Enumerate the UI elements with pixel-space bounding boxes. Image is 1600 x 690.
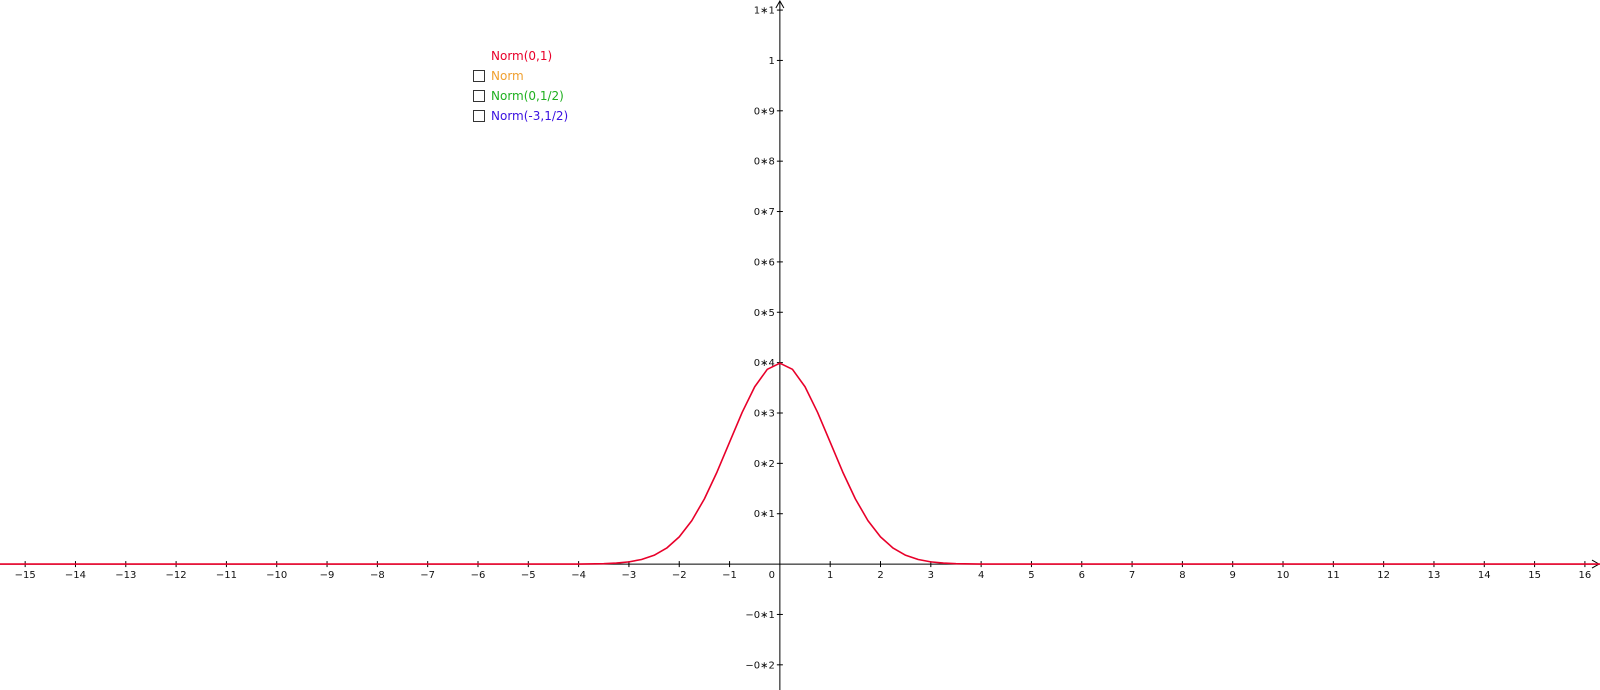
x-tick-label: −2 xyxy=(672,570,687,581)
x-tick-label: −14 xyxy=(65,570,86,581)
series-layer xyxy=(0,362,1600,565)
y-tick-label: 0∗8 xyxy=(754,157,775,168)
x-tick-label: 4 xyxy=(978,570,984,581)
x-tick-label: −9 xyxy=(320,570,335,581)
x-tick-label: 0 xyxy=(769,570,775,581)
y-axis-arrow xyxy=(775,0,785,9)
x-tick-label: −4 xyxy=(571,570,586,581)
y-tick-label: 0∗6 xyxy=(754,257,775,268)
x-tick-label: 13 xyxy=(1428,570,1441,581)
series-line-norm-0-1[interactable] xyxy=(0,362,1600,565)
norm-minus3-half-checkbox[interactable] xyxy=(473,110,485,122)
x-tick-label: −5 xyxy=(521,570,536,581)
y-tick-label: 0∗7 xyxy=(754,207,775,218)
x-tick-label: 15 xyxy=(1528,570,1541,581)
x-tick-label: 12 xyxy=(1377,570,1390,581)
x-tick-label: −15 xyxy=(15,570,36,581)
y-tick-label: 1 xyxy=(768,56,774,67)
x-tick-label: −6 xyxy=(471,570,486,581)
x-tick-label: −13 xyxy=(115,570,136,581)
x-tick-label: 7 xyxy=(1129,570,1135,581)
y-tick-label: 0∗3 xyxy=(754,408,775,419)
x-tick-label: −11 xyxy=(216,570,237,581)
y-tick-label: 0∗9 xyxy=(754,106,775,117)
y-tick-label: −0∗2 xyxy=(745,660,774,671)
y-tick-label: 1∗1 xyxy=(754,6,775,17)
x-tick-label: 3 xyxy=(928,570,934,581)
x-tick-label: −3 xyxy=(622,570,637,581)
legend-item-label: Norm(-3,1/2) xyxy=(491,109,569,123)
x-tick-label: −12 xyxy=(166,570,187,581)
x-tick-label: 5 xyxy=(1028,570,1034,581)
x-tick-label: 1 xyxy=(827,570,833,581)
y-axis-ticks: 1∗1 1 0∗9 0∗8 0∗7 0∗6 0∗5 0∗4 0∗3 0∗2 0∗1 −0∗1 −0∗2 xyxy=(745,6,783,671)
legend-item-label: Norm(0,1/2) xyxy=(491,89,564,103)
y-tick-label: 0∗4 xyxy=(754,358,775,369)
x-tick-label: −10 xyxy=(266,570,287,581)
x-tick-label: 10 xyxy=(1277,570,1290,581)
norm-checkbox[interactable] xyxy=(473,70,485,82)
x-tick-label: 8 xyxy=(1179,570,1185,581)
x-tick-label: −1 xyxy=(722,570,737,581)
x-tick-label: 16 xyxy=(1579,570,1592,581)
y-tick-label: 0∗5 xyxy=(754,308,775,319)
legend-title: Norm(0,1) xyxy=(491,49,553,63)
x-tick-label: −8 xyxy=(370,570,385,581)
legend-item-label: Norm xyxy=(491,69,524,83)
y-tick-label: −0∗1 xyxy=(745,610,774,621)
x-tick-label: 11 xyxy=(1327,570,1340,581)
y-tick-label: 0∗2 xyxy=(754,459,775,470)
y-tick-label: 0∗1 xyxy=(754,509,775,520)
x-tick-label: −7 xyxy=(420,570,435,581)
x-tick-label: 9 xyxy=(1230,570,1236,581)
x-tick-label: 2 xyxy=(877,570,883,581)
norm-0-half-checkbox[interactable] xyxy=(473,90,485,102)
x-tick-label: 14 xyxy=(1478,570,1491,581)
x-tick-label: 6 xyxy=(1079,570,1085,581)
